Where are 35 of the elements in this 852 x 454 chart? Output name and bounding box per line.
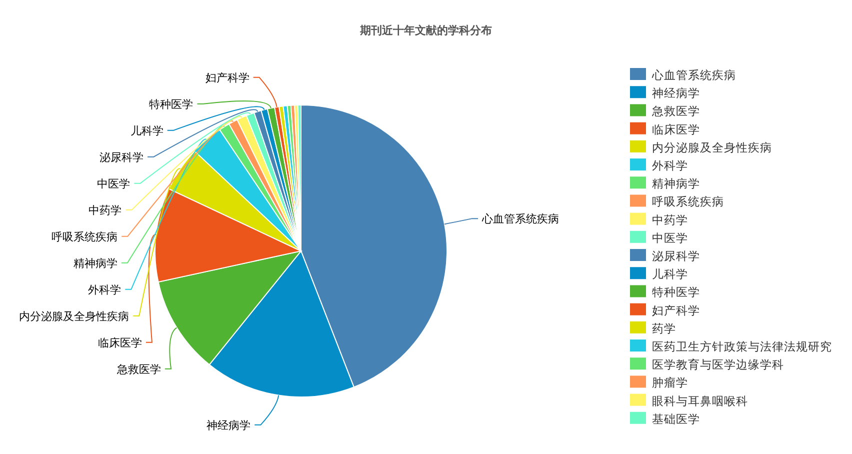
slice-label: 呼吸系统疾病 — [52, 230, 118, 244]
slice-label: 神经病学 — [206, 418, 251, 432]
legend-label: 呼吸系统疾病 — [652, 194, 724, 209]
slice-label: 外科学 — [88, 283, 122, 296]
slice-label: 儿科学 — [130, 124, 164, 138]
slice-label: 临床医学 — [98, 336, 142, 350]
legend-label: 外科学 — [652, 158, 688, 172]
slice-label: 急救医学 — [116, 362, 162, 376]
slice-label: 中药学 — [88, 204, 122, 217]
slice-label: 精神病学 — [73, 256, 118, 270]
legend-label: 内分泌腺及全身性疾病 — [652, 140, 772, 154]
legend-label: 精神病学 — [652, 176, 700, 191]
legend-label: 中药学 — [652, 212, 688, 227]
slice-label: 泌尿科学 — [100, 150, 144, 164]
legend-label: 医药卫生方针政策与法律法规研究 — [652, 340, 832, 354]
legend-label: 眼科与耳鼻咽喉科 — [652, 394, 748, 408]
chart-title: 期刊近十年文献的学科分布 — [359, 24, 492, 37]
legend-label: 基础医学 — [652, 412, 700, 426]
legend-label: 医学教育与医学边缘学科 — [652, 358, 784, 372]
slice-label: 妇产科学 — [205, 71, 250, 84]
legend-label: 神经病学 — [652, 86, 700, 100]
legend-label: 妇产科学 — [652, 303, 700, 318]
legend-label: 急救医学 — [651, 104, 700, 118]
legend-label: 心血管系统疾病 — [651, 68, 736, 82]
legend-label: 肿瘤学 — [652, 376, 688, 390]
slice-label: 内分泌腺及全身性疾病 — [19, 310, 130, 323]
legend-label: 泌尿科学 — [652, 249, 700, 263]
slice-label: 中医学 — [97, 177, 130, 190]
slice-label: 特种医学 — [149, 98, 194, 111]
legend-label: 临床医学 — [652, 122, 700, 136]
slice-label: 心血管系统疾病 — [481, 212, 560, 226]
legend-label: 特种医学 — [652, 285, 700, 300]
legend-label: 药学 — [652, 321, 676, 336]
legend-label: 儿科学 — [652, 267, 688, 282]
legend-label: 中医学 — [652, 230, 688, 245]
